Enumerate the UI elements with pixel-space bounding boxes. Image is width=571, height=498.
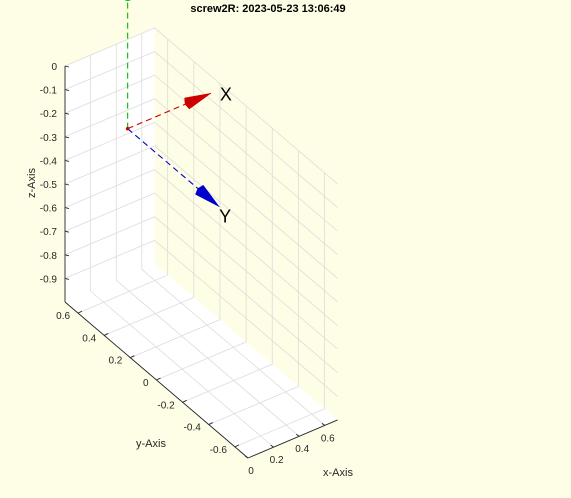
grid-line-z [64,145,155,185]
grid-line-y [104,296,194,336]
x-tick-mark [295,433,300,437]
grid-line-z [64,74,155,114]
grid-line-z [154,192,338,350]
z-tick-label: -0.9 [40,274,58,285]
grid-line-z [154,240,338,397]
y-tick-label: -0.6 [210,445,228,456]
grid-line-y [208,386,299,425]
z-tick-mark [64,136,70,139]
x-axis-line [247,419,338,459]
x-tick-mark [321,422,326,426]
chart-title: screw2R: 2023-05-23 13:06:49 [190,3,345,15]
x-tick-label: 0.4 [295,444,309,455]
z-tick-mark [64,207,70,210]
grid-line-z [64,216,155,256]
y-tick-label: 0.6 [56,311,70,322]
grid-line-z [154,216,338,374]
x-tick-label: 0.6 [321,433,335,444]
y-tick-mark [130,355,135,359]
grid-line-y [156,341,247,381]
grid-line-z [64,98,155,138]
z-tick-mark [64,277,70,280]
z-tick-label: -0.5 [40,180,58,191]
z-axis-label: z-Axis [26,168,38,198]
grid-line-y [77,274,168,314]
z-tick-label: 0 [51,62,57,73]
grid-line-z [154,51,338,208]
x-tick-mark [270,444,274,448]
y-tick-mark [234,444,240,448]
y-tick-label: 0.2 [108,356,122,367]
grid-line-z [154,145,338,303]
y-tick-mark [77,310,83,314]
z-tick-label: -0.4 [40,156,58,167]
z-tick-mark [64,183,70,186]
x-tick-mark [244,455,249,459]
tick-labels: 0 0.2 0.4 0.6 0.6 0.4 0.2 0 -0.2 -0.4 -0.6 0 -0.1 -0.… [40,62,335,477]
x-tick-label: 0.2 [270,455,284,466]
y-tick-label: -0.2 [157,400,175,411]
z-tick-mark [64,159,70,162]
z-tick-mark [64,254,70,257]
grid-line-z [64,27,155,67]
grid-line-z [64,169,155,208]
z-tick-label: -0.3 [40,133,58,144]
xy-back-plane [65,27,338,458]
grid-line-y [234,408,325,448]
arrowhead-y [195,184,220,207]
grid-line-z [154,122,338,279]
arrowhead-z [124,0,132,2]
y-tick-label: 0 [143,378,149,389]
z-tick-label: -0.2 [40,109,58,120]
z-tick-mark [64,230,70,233]
grid-line-z [64,121,155,161]
y-tick-label: -0.4 [184,423,202,434]
y-tick-mark [104,333,109,336]
x-axis-label: x-Axis [323,467,353,479]
grid-line-z [64,239,155,279]
grid-line-y [130,319,221,359]
z-tick-mark [64,89,70,92]
frame-origin-point [125,126,130,131]
y-tick-mark [208,422,213,425]
z-tick-mark [64,112,70,115]
grid-line-z [64,192,155,232]
z-tick-label: -0.1 [40,86,58,97]
z-tick-mark [64,65,70,68]
axis-lines [64,65,338,459]
grid-line-z [154,169,338,326]
frame-label-y: Y [219,207,231,227]
z-tick-label: -0.7 [40,227,58,238]
z-tick-label: -0.8 [40,251,58,262]
grid-line-y [182,363,273,403]
grid-line-z [154,27,338,185]
y-tick-label: 0.4 [82,333,96,344]
grid-line-z [154,98,338,256]
x-tick-label: 0 [248,466,254,477]
arrowhead-x [184,93,212,110]
data-marks: XYZ [124,0,232,227]
grid-line-z [64,51,155,90]
frame-label-x: X [220,84,232,104]
y-axis-label: y-Axis [136,438,166,450]
y-tick-mark [156,377,161,381]
y-tick-mark [182,399,187,403]
z-tick-label: -0.6 [40,204,58,215]
